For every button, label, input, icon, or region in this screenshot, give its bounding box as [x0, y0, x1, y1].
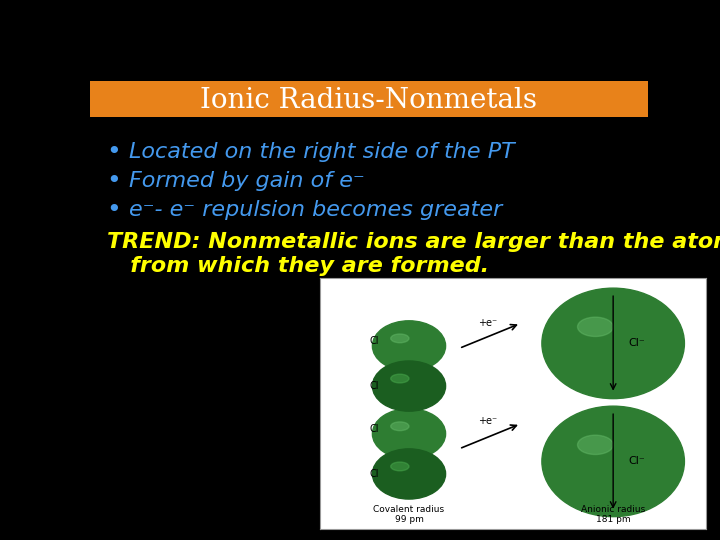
Text: Covalent radius
99 pm: Covalent radius 99 pm	[374, 505, 444, 524]
Text: •: •	[107, 198, 122, 222]
Text: •: •	[107, 169, 122, 193]
Ellipse shape	[542, 406, 685, 517]
Text: Formed by gain of e⁻: Formed by gain of e⁻	[129, 171, 365, 191]
Ellipse shape	[542, 288, 685, 399]
Text: +e⁻: +e⁻	[478, 318, 498, 328]
Ellipse shape	[372, 409, 446, 459]
Ellipse shape	[372, 321, 446, 371]
Ellipse shape	[372, 361, 446, 411]
Text: e⁻- e⁻ repulsion becomes greater: e⁻- e⁻ repulsion becomes greater	[129, 200, 503, 220]
Text: from which they are formed.: from which they are formed.	[107, 256, 489, 276]
Text: TREND: Nonmetallic ions are larger than the atoms: TREND: Nonmetallic ions are larger than …	[107, 232, 720, 252]
Text: Cl: Cl	[369, 469, 379, 479]
Ellipse shape	[372, 449, 446, 499]
Ellipse shape	[391, 422, 409, 430]
Text: Cl: Cl	[369, 424, 379, 434]
Bar	[90, 82, 648, 117]
Text: Cl: Cl	[369, 336, 379, 346]
Ellipse shape	[391, 334, 409, 343]
Text: +e⁻: +e⁻	[478, 416, 498, 426]
Text: Located on the right side of the PT: Located on the right side of the PT	[129, 142, 515, 162]
Ellipse shape	[577, 435, 613, 455]
Text: Anionic radius
181 pm: Anionic radius 181 pm	[581, 505, 645, 524]
Ellipse shape	[577, 317, 613, 336]
Text: Cl: Cl	[369, 381, 379, 391]
Ellipse shape	[391, 374, 409, 383]
Text: Cl⁻: Cl⁻	[628, 456, 644, 467]
Text: Ionic Radius-Nonmetals: Ionic Radius-Nonmetals	[200, 86, 538, 113]
Text: Cl⁻: Cl⁻	[628, 339, 644, 348]
Ellipse shape	[391, 462, 409, 471]
Text: •: •	[107, 140, 122, 164]
